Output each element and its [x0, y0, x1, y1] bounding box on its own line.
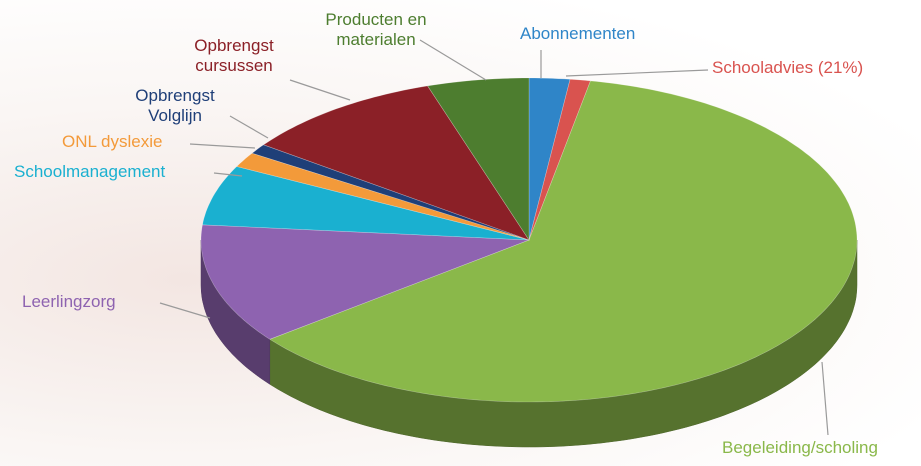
- slice-label: Begeleiding/scholing: [722, 438, 878, 457]
- slice: [202, 166, 530, 241]
- slice-label: Opbrengst Volglijn: [135, 86, 215, 125]
- leader-line: [289, 79, 351, 101]
- slice-top: [200, 224, 530, 340]
- leader-line: [419, 39, 487, 81]
- slice-label: Schoolmanagement: [14, 162, 166, 181]
- slice: [427, 77, 530, 242]
- slice-label: Producten en materialen: [325, 10, 427, 49]
- slice-top: [202, 166, 530, 241]
- slice: [262, 85, 530, 241]
- slice-label: ONL dyslexie: [62, 132, 163, 151]
- slice-label: Opbrengst cursussen: [194, 36, 274, 75]
- slice: [236, 152, 530, 241]
- slice-label: Leerlingzorg: [22, 292, 116, 311]
- leader-line: [159, 302, 211, 319]
- slice: [200, 224, 530, 385]
- leader-line: [189, 143, 256, 149]
- leader-line: [213, 172, 243, 177]
- slice-label: Schooladvies (21%): [712, 58, 864, 77]
- slice-label: Abonnementen: [520, 24, 636, 43]
- slice-top: [269, 80, 858, 403]
- slice-top: [427, 77, 530, 242]
- slice-top: [528, 77, 571, 241]
- leader-line: [821, 361, 829, 436]
- slice: [528, 77, 571, 241]
- slice-top: [236, 152, 530, 241]
- slice-top: [262, 85, 530, 241]
- leader-line: [229, 115, 269, 139]
- leader-line: [565, 69, 709, 77]
